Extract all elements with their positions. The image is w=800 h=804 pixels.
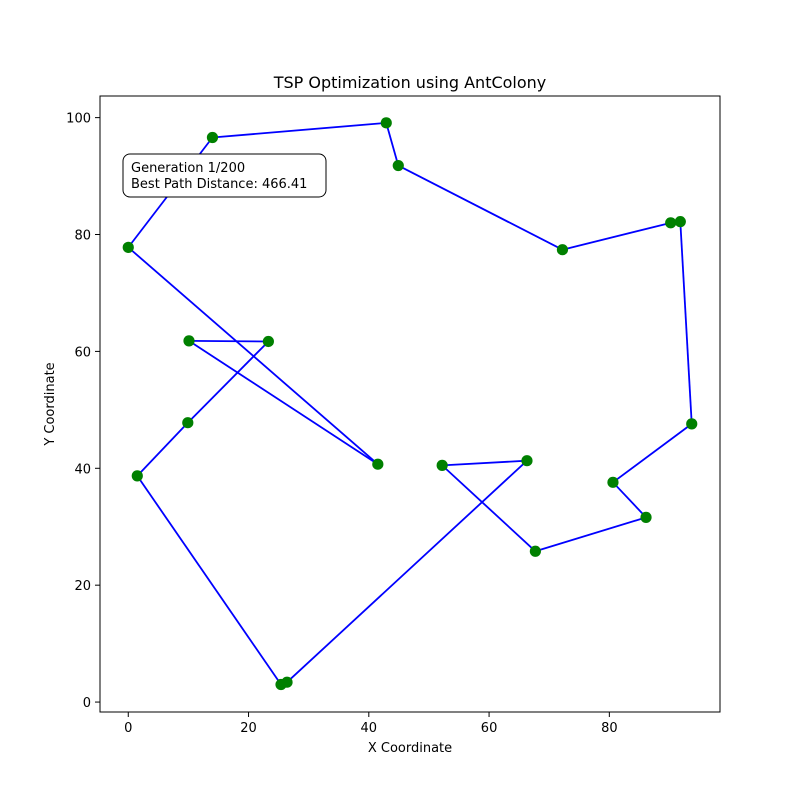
route-segment bbox=[612, 481, 647, 518]
route-segment bbox=[385, 122, 400, 166]
city-point bbox=[436, 459, 448, 471]
plot-frame bbox=[99, 95, 721, 713]
city-point bbox=[131, 470, 143, 482]
city-point bbox=[183, 335, 195, 347]
route-segment bbox=[188, 339, 269, 343]
route-segment bbox=[397, 164, 563, 251]
city-point bbox=[262, 335, 274, 348]
x-tick-label: 0 bbox=[124, 721, 132, 736]
route-segment bbox=[441, 464, 536, 552]
x-tick-label: 40 bbox=[361, 721, 378, 736]
city-point bbox=[182, 417, 194, 429]
city-point bbox=[529, 545, 541, 557]
x-axis-label: X Coordinate bbox=[368, 741, 452, 756]
route-segment bbox=[535, 516, 647, 553]
y-axis-label: Y Coordinate bbox=[43, 362, 58, 446]
y-tick-label: 60 bbox=[74, 345, 91, 360]
route-segment bbox=[187, 340, 270, 424]
route-segment bbox=[136, 475, 282, 686]
route-path-group bbox=[127, 121, 693, 686]
route-segment bbox=[562, 221, 671, 251]
city-point bbox=[380, 117, 392, 129]
city-point bbox=[556, 244, 569, 256]
city-point bbox=[640, 511, 652, 523]
x-tick-label: 80 bbox=[601, 721, 618, 736]
route-segment bbox=[286, 460, 528, 683]
city-point bbox=[521, 455, 533, 467]
y-axis-ticks: 0 20 40 60 80 100 bbox=[66, 112, 100, 711]
route-segment bbox=[679, 221, 693, 424]
chart-title: TSP Optimization using AntColony bbox=[273, 73, 547, 92]
city-points-group bbox=[122, 117, 698, 691]
route-segment bbox=[442, 459, 528, 467]
y-tick-label: 100 bbox=[66, 112, 91, 127]
city-point bbox=[122, 241, 134, 253]
route-segment bbox=[612, 423, 693, 484]
route-segment bbox=[212, 121, 387, 139]
route-segment bbox=[188, 340, 379, 465]
y-tick-label: 40 bbox=[74, 462, 91, 477]
y-tick-label: 0 bbox=[83, 696, 91, 711]
x-tick-label: 60 bbox=[481, 721, 498, 736]
annotation-distance-text: Best Path Distance: 466.41 bbox=[131, 177, 307, 192]
city-point bbox=[607, 476, 619, 488]
city-point bbox=[686, 418, 698, 430]
y-tick-label: 20 bbox=[74, 579, 91, 594]
annotation-box: Generation 1/200 Best Path Distance: 466… bbox=[122, 153, 327, 198]
route-segment bbox=[136, 422, 189, 477]
city-point bbox=[674, 216, 686, 228]
x-tick-label: 20 bbox=[240, 721, 257, 736]
city-point bbox=[372, 458, 384, 470]
y-tick-label: 80 bbox=[74, 229, 91, 244]
city-point bbox=[275, 678, 287, 691]
plot-area bbox=[100, 96, 720, 712]
x-axis-ticks: 0 20 40 60 80 bbox=[124, 712, 618, 736]
city-point bbox=[392, 159, 404, 172]
annotation-generation-text: Generation 1/200 bbox=[131, 161, 245, 176]
city-point bbox=[665, 217, 677, 229]
city-point bbox=[206, 131, 219, 144]
plot-background bbox=[100, 96, 720, 712]
annotation-frame bbox=[122, 153, 327, 198]
route-segment bbox=[127, 246, 379, 465]
